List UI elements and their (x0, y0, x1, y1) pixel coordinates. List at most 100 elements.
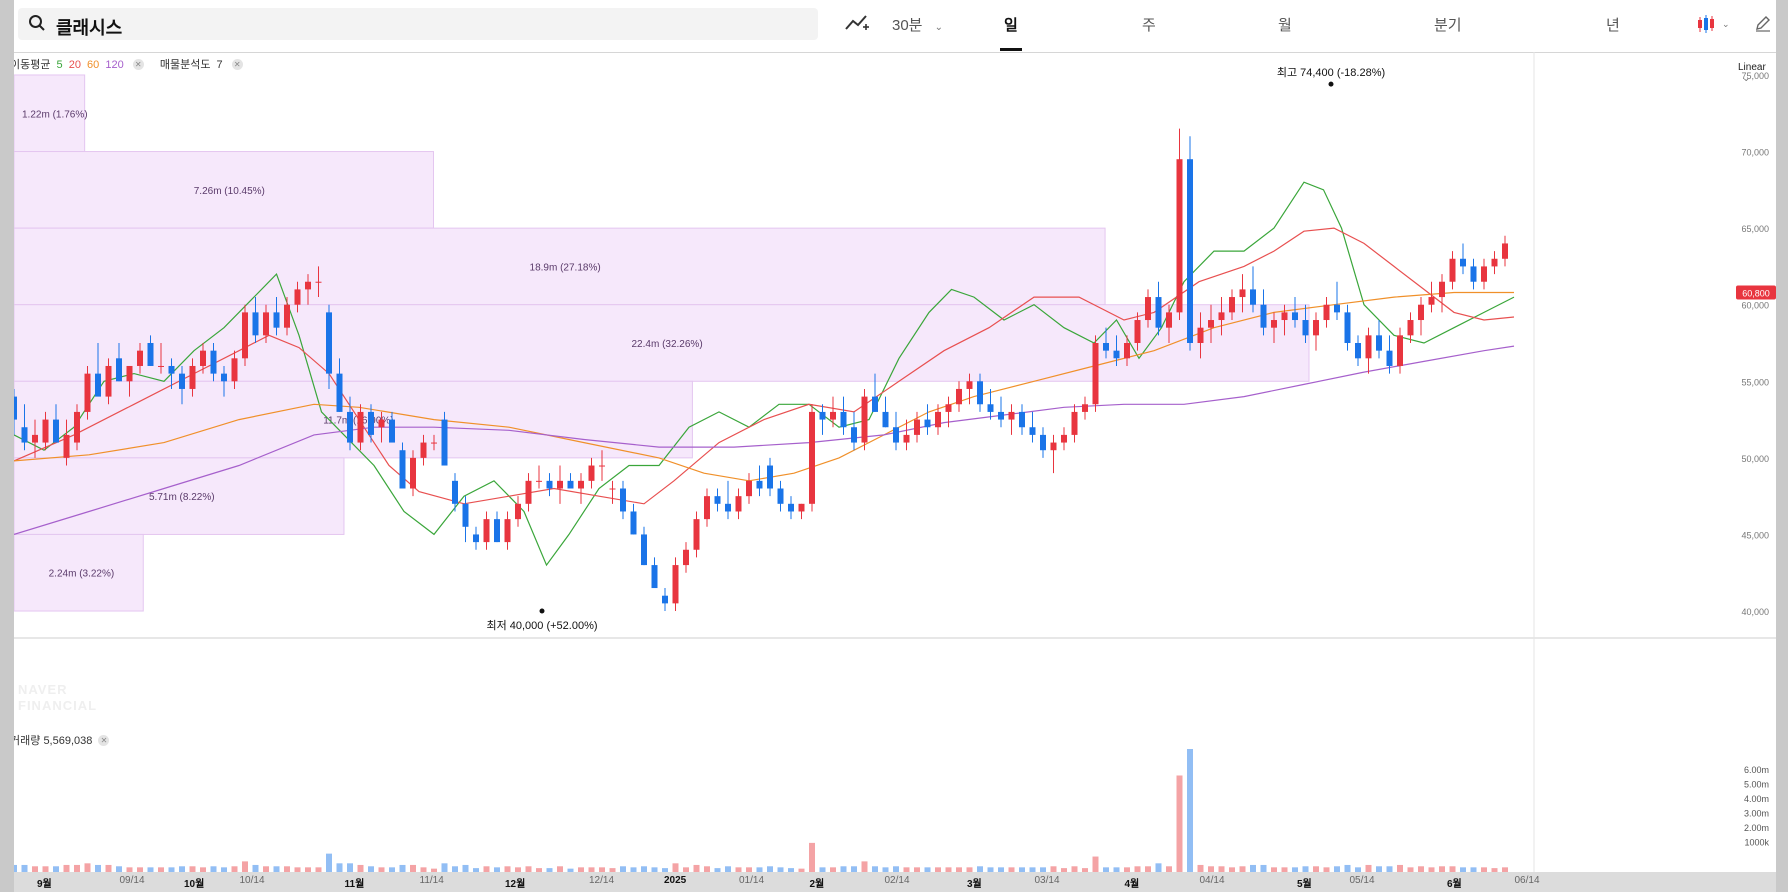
tab-day[interactable]: 일 (1004, 17, 1018, 34)
candle-body (830, 411, 836, 420)
chart-type-icon[interactable]: ⌄ (1696, 14, 1730, 38)
volume-bar (840, 866, 847, 872)
toolbar: 클래시스 30분 ⌄ 일 주 월 분기 년 ⌄ (14, 0, 1776, 53)
tab-month[interactable]: 월 (1278, 17, 1292, 34)
candle-body (819, 411, 826, 420)
volume-bar (1145, 866, 1151, 872)
volume-bar (830, 867, 836, 872)
volume-bar (515, 867, 521, 872)
volume-bar (53, 866, 59, 872)
candle-body (389, 419, 395, 443)
volume-bar (1407, 867, 1414, 872)
volume-bar (42, 866, 49, 872)
moving-average-label[interactable]: 이동평균 (14, 59, 51, 71)
candle-body (494, 519, 500, 543)
volume-bar (431, 868, 437, 872)
candle-body (1418, 304, 1424, 321)
volume-bar (252, 864, 259, 872)
volume-bar (1113, 867, 1120, 872)
candle-body (1103, 343, 1109, 351)
date-tick-label: 3월 (967, 879, 982, 890)
volume-profile-label: 1.22m (1.76%) (22, 109, 88, 120)
candle-body (1166, 312, 1172, 328)
candle-body (336, 373, 343, 412)
volume-bar (1208, 866, 1214, 872)
volume-bar (525, 866, 532, 872)
candle-body (714, 496, 721, 504)
edit-pencil-icon[interactable] (1754, 14, 1772, 36)
volume-bar (767, 866, 773, 872)
candle-body (798, 503, 805, 512)
volume-bar (126, 867, 133, 872)
candle-body (357, 411, 364, 443)
candle-body (735, 496, 742, 512)
add-indicator-icon[interactable] (844, 12, 870, 38)
volume-bar (725, 866, 731, 872)
tab-week[interactable]: 주 (1142, 17, 1156, 34)
candle-body (1344, 312, 1351, 343)
volume-bar (63, 864, 70, 872)
remove-ma-icon[interactable]: ✕ (132, 59, 144, 70)
volume-bar (231, 866, 238, 872)
volume-bar (809, 842, 815, 872)
candle-body (903, 434, 910, 443)
volume-bar (1376, 866, 1382, 872)
volume-bar (1271, 867, 1277, 872)
candle-body (420, 442, 427, 458)
minute-interval-select[interactable]: 30분 ⌄ (892, 14, 943, 35)
candle-body (242, 312, 248, 359)
watermark-line-1: NAVER (18, 682, 68, 697)
candle-body (1071, 411, 1078, 435)
candle-body (399, 450, 406, 489)
volume-label[interactable]: 거래량 (14, 735, 41, 747)
remove-profile-icon[interactable]: ✕ (231, 59, 243, 70)
candle-body (578, 480, 584, 489)
candle-body (1082, 404, 1088, 412)
date-tick-label: 11/14 (419, 875, 444, 886)
volume-bar (956, 867, 962, 872)
candle-body (305, 281, 311, 290)
volume-bar (378, 867, 385, 872)
volume-bar (1460, 867, 1466, 872)
candle-body (1061, 434, 1067, 443)
candle-body (1439, 281, 1445, 298)
volume-bar (452, 866, 458, 872)
price-chart[interactable]: 1.22m (1.76%) 7.26m (10.45%) 18.9m (27.18%… (14, 52, 1776, 892)
volume-bar (714, 868, 721, 872)
volume-bar (609, 868, 616, 872)
candle-body (326, 312, 332, 374)
candle-body (273, 312, 280, 328)
candle-body (1334, 304, 1340, 313)
scale-mode-select[interactable]: Linear ⌄ (1738, 62, 1776, 84)
volume-bar (1239, 866, 1246, 872)
volume-bar (536, 868, 542, 872)
volume-profile-bar (14, 151, 434, 229)
watermark-line-2: FINANCIAL (18, 698, 98, 713)
volume-bar (1218, 866, 1225, 872)
candle-body (1407, 320, 1414, 336)
volume-bar (200, 867, 206, 872)
volume-bar (483, 866, 490, 872)
volume-bar (557, 866, 563, 872)
date-tick-label: 05/14 (1349, 875, 1375, 886)
volume-bar (494, 867, 500, 872)
date-tick-label: 9월 (37, 879, 52, 890)
volume-bar (630, 867, 637, 872)
candle-body (704, 496, 710, 520)
candle-body (137, 350, 143, 366)
date-tick-label: 10월 (184, 879, 205, 890)
candle-body (1019, 411, 1025, 428)
tab-quarter[interactable]: 분기 (1434, 17, 1462, 34)
volume-bar (294, 867, 301, 872)
volume-bar (599, 867, 605, 872)
tab-year[interactable]: 년 (1606, 17, 1620, 34)
candle-body (179, 373, 185, 389)
search-input[interactable]: 클래시스 (18, 8, 818, 40)
remove-volume-icon[interactable]: ✕ (98, 735, 110, 746)
candle-body (693, 519, 700, 550)
volume-profile-label[interactable]: 매물분석도 (159, 59, 211, 71)
volume-bar (441, 863, 448, 872)
candle-body (914, 419, 920, 435)
candle-body (1481, 266, 1487, 282)
candle-body (1134, 320, 1141, 343)
